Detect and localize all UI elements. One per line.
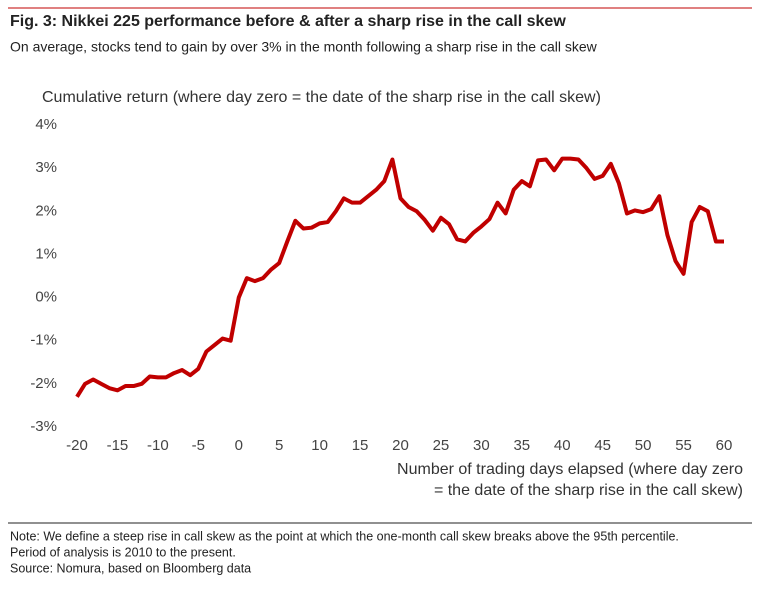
note: Period of analysis is 2010 to the presen…: [10, 545, 236, 559]
x-tick-label: 40: [554, 437, 571, 454]
x-tick-label: 45: [594, 437, 611, 454]
x-tick-label: 10: [311, 437, 328, 454]
y-tick-label: 3%: [35, 159, 57, 176]
y-tick-label: -1%: [30, 332, 57, 349]
x-tick-label: 55: [675, 437, 692, 454]
chart-subtitle: On average, stocks tend to gain by over …: [10, 39, 598, 55]
x-tick-label: -20: [66, 437, 88, 454]
note: Source: Nomura, based on Bloomberg data: [10, 561, 251, 575]
x-tick-label: -5: [192, 437, 205, 454]
y-tick-label: -2%: [30, 375, 57, 392]
data-line: [75, 156, 724, 398]
x-tick-label: 50: [635, 437, 652, 454]
x-axis-label: = the date of the sharp rise in the call…: [434, 482, 743, 499]
x-tick-label: 20: [392, 437, 409, 454]
y-tick-label: 4%: [35, 116, 57, 133]
y-tick-label: 2%: [35, 202, 57, 219]
y-axis-label: Cumulative return (where day zero = the …: [42, 89, 601, 106]
x-tick-label: -10: [147, 437, 169, 454]
x-tick-label: -15: [107, 437, 129, 454]
x-tick-label: 35: [513, 437, 530, 454]
y-tick-label: -3%: [30, 418, 57, 435]
x-tick-label: 15: [352, 437, 369, 454]
x-tick-label: 25: [433, 437, 450, 454]
x-tick-label: 30: [473, 437, 490, 454]
y-tick-label: 0%: [35, 289, 57, 306]
y-tick-label: 1%: [35, 245, 57, 262]
chart-title: Fig. 3: Nikkei 225 performance before & …: [10, 13, 566, 30]
x-tick-label: 0: [235, 437, 243, 454]
note: Note: We define a steep rise in call ske…: [10, 529, 679, 543]
x-tick-label: 60: [716, 437, 733, 454]
x-tick-label: 5: [275, 437, 283, 454]
x-axis-label: Number of trading days elapsed (where da…: [397, 461, 743, 478]
